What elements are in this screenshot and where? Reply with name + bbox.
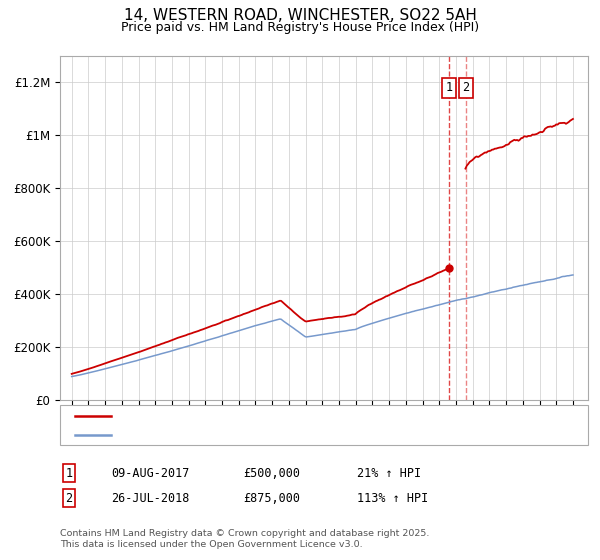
Text: 09-AUG-2017: 09-AUG-2017 <box>111 466 190 480</box>
Text: 26-JUL-2018: 26-JUL-2018 <box>111 492 190 505</box>
Text: 14, WESTERN ROAD, WINCHESTER, SO22 5AH: 14, WESTERN ROAD, WINCHESTER, SO22 5AH <box>124 8 476 24</box>
Text: 2: 2 <box>65 492 73 505</box>
Text: 2: 2 <box>462 81 469 94</box>
Text: 14, WESTERN ROAD, WINCHESTER, SO22 5AH (semi-detached house): 14, WESTERN ROAD, WINCHESTER, SO22 5AH (… <box>117 411 499 421</box>
Text: 21% ↑ HPI: 21% ↑ HPI <box>357 466 421 480</box>
Text: £500,000: £500,000 <box>243 466 300 480</box>
Text: Contains HM Land Registry data © Crown copyright and database right 2025.
This d: Contains HM Land Registry data © Crown c… <box>60 529 430 549</box>
Text: 113% ↑ HPI: 113% ↑ HPI <box>357 492 428 505</box>
Text: 1: 1 <box>446 81 453 94</box>
Text: £875,000: £875,000 <box>243 492 300 505</box>
Text: HPI: Average price, semi-detached house, Winchester: HPI: Average price, semi-detached house,… <box>117 430 410 440</box>
Text: 1: 1 <box>65 466 73 480</box>
Text: Price paid vs. HM Land Registry's House Price Index (HPI): Price paid vs. HM Land Registry's House … <box>121 21 479 34</box>
